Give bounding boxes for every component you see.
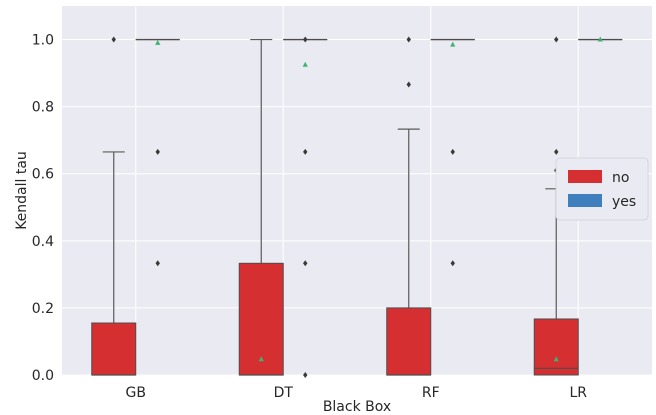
mean-marker (450, 41, 456, 47)
box-groups (91, 36, 623, 378)
y-axis-label: Kendall tau (14, 151, 30, 230)
tick-labels: 0.0 0.2 0.4 0.6 0.8 1.0 GB DT RF LR (32, 33, 588, 401)
legend-label-no: no (612, 170, 629, 186)
box-body (386, 307, 432, 376)
x-tick-label: GB (126, 385, 146, 401)
legend-label-yes: yes (612, 194, 636, 210)
legend-frame (555, 157, 649, 221)
mean-marker (597, 36, 603, 42)
outlier-marker (554, 148, 559, 155)
outlier-marker (450, 148, 455, 155)
y-tick-label: 0.8 (32, 100, 54, 116)
mean-marker (553, 356, 559, 362)
outlier-marker (155, 260, 160, 267)
box-yes-DT (283, 36, 328, 378)
x-tick-label: DT (274, 385, 294, 401)
mean-marker (155, 39, 161, 45)
outlier-marker (303, 260, 308, 267)
mean-marker (302, 61, 308, 67)
box-no-LR (533, 36, 579, 376)
y-tick-label: 0.2 (32, 301, 54, 317)
x-tick-label: RF (422, 385, 440, 401)
outlier-marker (303, 372, 308, 378)
box-yes-RF (430, 38, 475, 267)
y-tick-label: 0.4 (32, 234, 54, 250)
plot-background (62, 6, 652, 375)
box-body (533, 318, 579, 376)
outlier-marker (303, 148, 308, 155)
y-tick-label: 1.0 (32, 33, 54, 49)
box-body (91, 322, 137, 376)
y-tick-label: 0.0 (32, 368, 54, 384)
legend: no yes (555, 157, 649, 221)
legend-swatch-no (568, 170, 602, 183)
box-yes-GB (135, 38, 180, 267)
box-yes-LR (578, 36, 623, 42)
box-no-GB (91, 36, 137, 376)
legend-swatch-yes (568, 194, 602, 207)
outlier-marker (406, 36, 411, 43)
outlier-marker (303, 36, 308, 43)
outlier-marker (111, 36, 116, 43)
outlier-marker (155, 148, 160, 155)
x-axis-label: Black Box (323, 399, 391, 415)
box-no-RF (386, 36, 432, 376)
x-tick-label: LR (569, 385, 587, 401)
box-no-DT (238, 38, 284, 376)
outlier-marker (450, 260, 455, 267)
mean-marker (258, 356, 264, 362)
outlier-marker (554, 36, 559, 43)
outlier-marker (406, 81, 411, 88)
y-tick-label: 0.6 (32, 167, 54, 183)
